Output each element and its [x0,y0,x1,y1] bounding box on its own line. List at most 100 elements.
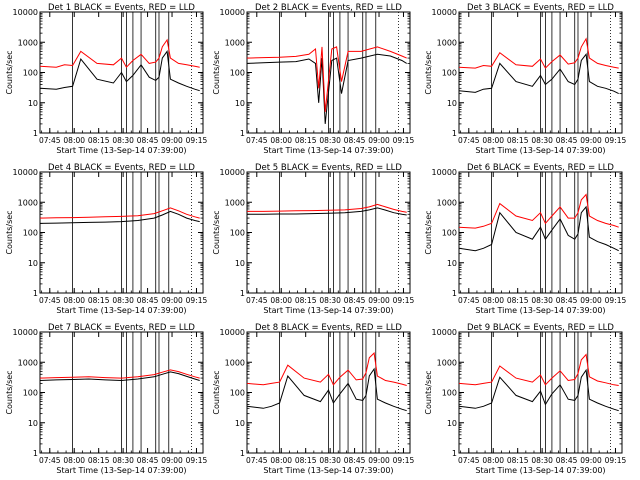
y-axis-label: Counts/sec [5,210,14,254]
x-tick-label: 07:45 [246,136,268,145]
x-tick-label: 08:45 [137,136,159,145]
y-tick-label: 10000 [432,328,457,337]
y-tick-label: 1000 [225,198,245,207]
y-axis-label: Counts/sec [424,210,433,254]
x-tick-label: 09:15 [186,136,208,145]
y-tick-label: 1000 [18,198,38,207]
y-tick-label: 10 [447,99,457,108]
y-tick-label: 10000 [13,168,38,177]
x-tick-label: 08:45 [344,456,366,465]
series-line-events [39,50,200,92]
panel-det-4: Det 4 BLACK = Events, RED = LLD 1 10 100 100… [5,163,208,315]
y-tick-label: 10000 [13,328,38,337]
y-tick-label: 10 [447,419,457,428]
x-tick-label: 09:00 [161,136,183,145]
y-tick-label: 10000 [220,8,245,17]
series-line-lld [39,38,200,69]
x-tick-label: 08:30 [531,296,553,305]
series-line-lld [247,203,407,213]
x-axis-label: Start Time (13-Sep-14 07:39:00) [475,146,605,155]
x-tick-label: 09:00 [368,456,390,465]
panel-det-8: Det 8 BLACK = Events, RED = LLD 1 10 100 100… [212,323,415,475]
x-tick-label: 09:00 [161,456,183,465]
y-tick-label: 10 [235,259,245,268]
x-tick-label: 08:30 [531,456,553,465]
x-axis-label: Start Time (13-Sep-14 07:39:00) [475,306,605,315]
x-tick-label: 08:00 [482,296,504,305]
x-tick-label: 09:00 [580,456,602,465]
y-tick-label: 1 [33,289,38,298]
x-tick-label: 08:00 [482,456,504,465]
y-axis-label: Counts/sec [5,50,14,94]
x-tick-label: 08:00 [63,456,85,465]
x-tick-label: 08:45 [556,456,578,465]
x-axis-label: Start Time (13-Sep-14 07:39:00) [475,466,605,475]
y-tick-label: 1 [240,129,245,138]
x-tick-label: 07:45 [458,456,480,465]
y-tick-label: 1000 [18,358,38,367]
y-tick-label: 1 [33,129,38,138]
x-axis-label: Start Time (13-Sep-14 07:39:00) [263,306,393,315]
x-tick-label: 07:45 [458,296,480,305]
series-line-events [458,205,619,252]
y-tick-label: 1 [452,449,457,458]
x-tick-label: 09:15 [393,296,415,305]
panel-det-6: Det 6 BLACK = Events, RED = LLD 1 10 100 100… [424,163,627,315]
x-tick-label: 08:30 [319,136,341,145]
x-tick-label: 09:00 [580,296,602,305]
x-tick-label: 09:15 [605,296,627,305]
y-tick-label: 10 [235,99,245,108]
panel-title: Det 3 BLACK = Events, RED = LLD [467,3,614,13]
x-tick-label: 08:00 [270,456,292,465]
y-tick-label: 1000 [225,38,245,47]
series-line-lld [246,352,407,386]
x-tick-label: 08:30 [319,456,341,465]
x-tick-label: 07:45 [39,136,61,145]
y-tick-label: 100 [230,69,245,78]
x-tick-label: 08:30 [112,296,134,305]
y-axis-label: Counts/sec [5,370,14,414]
y-tick-label: 100 [230,229,245,238]
x-tick-label: 09:15 [186,456,208,465]
x-tick-label: 08:00 [270,136,292,145]
panel-title: Det 5 BLACK = Events, RED = LLD [255,163,402,173]
panel-det-2: Det 2 BLACK = Events, RED = LLD 1 10 100 100… [212,3,415,155]
y-tick-label: 1000 [18,38,38,47]
y-axis-label: Counts/sec [212,210,221,254]
panel-title: Det 6 BLACK = Events, RED = LLD [467,163,614,173]
x-tick-label: 09:00 [368,136,390,145]
x-tick-label: 08:15 [295,136,317,145]
y-tick-label: 100 [23,389,38,398]
series-line-events [246,367,407,412]
y-tick-label: 1 [452,129,457,138]
x-tick-label: 09:00 [161,296,183,305]
y-tick-label: 100 [23,69,38,78]
x-tick-label: 08:00 [63,296,85,305]
x-tick-label: 08:45 [556,296,578,305]
x-tick-label: 08:45 [137,456,159,465]
x-tick-label: 09:15 [393,136,415,145]
y-tick-label: 100 [442,69,457,78]
y-tick-label: 10000 [220,168,245,177]
y-tick-label: 1000 [225,358,245,367]
y-tick-label: 100 [23,229,38,238]
x-tick-label: 08:15 [88,456,110,465]
x-tick-label: 08:30 [112,456,134,465]
x-tick-label: 08:15 [507,456,529,465]
y-tick-label: 100 [442,389,457,398]
x-tick-label: 08:15 [507,136,529,145]
x-tick-label: 08:45 [344,296,366,305]
x-tick-label: 09:00 [368,296,390,305]
x-tick-label: 09:15 [186,296,208,305]
panel-det-7: Det 7 BLACK = Events, RED = LLD 1 10 100 100… [5,323,208,475]
panel-title: Det 2 BLACK = Events, RED = LLD [255,3,402,13]
x-tick-label: 08:30 [319,296,341,305]
x-tick-label: 08:15 [88,136,110,145]
x-tick-label: 07:45 [246,296,268,305]
x-tick-label: 09:15 [605,456,627,465]
y-tick-label: 10000 [13,8,38,17]
x-tick-label: 08:15 [295,296,317,305]
x-tick-label: 08:45 [344,136,366,145]
y-tick-label: 100 [230,389,245,398]
y-tick-label: 1000 [437,358,457,367]
